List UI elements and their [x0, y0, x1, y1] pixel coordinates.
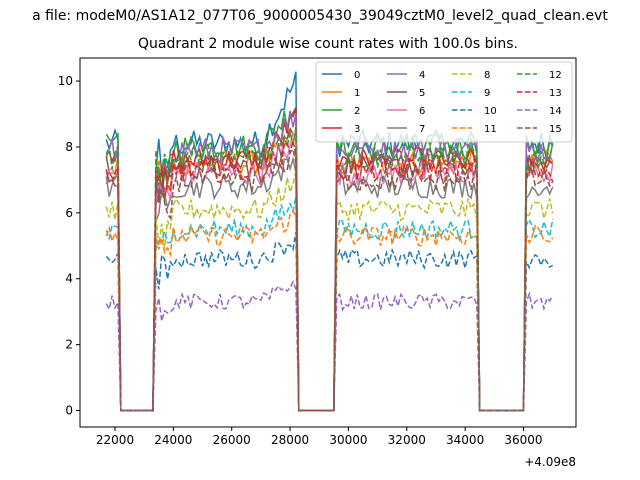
legend-label-7: 7 — [419, 124, 425, 135]
series-line-10 — [105, 232, 554, 412]
x-offset-label: +4.09e8 — [524, 455, 576, 469]
legend-label-15: 15 — [549, 124, 562, 135]
series-line-6 — [105, 131, 554, 412]
y-tick-label: 4 — [65, 272, 73, 286]
y-tick-label: 2 — [65, 338, 73, 352]
legend-label-5: 5 — [419, 88, 425, 99]
series-line-15 — [105, 147, 554, 412]
legend-label-4: 4 — [419, 70, 425, 81]
x-tick-label: 30000 — [329, 433, 367, 447]
figure-suptitle: a file: modeM0/AS1A12_077T06_9000005430_… — [32, 8, 608, 24]
legend-label-1: 1 — [354, 88, 360, 99]
legend-label-13: 13 — [549, 88, 562, 99]
x-tick-label: 34000 — [446, 433, 484, 447]
x-tick-label: 32000 — [388, 433, 426, 447]
series-line-14 — [105, 280, 554, 412]
series-line-13 — [105, 140, 554, 412]
plot-frame — [79, 57, 577, 428]
x-tick-label: 26000 — [213, 433, 251, 447]
series-line-7 — [105, 156, 554, 412]
legend-label-14: 14 — [549, 106, 562, 117]
legend-label-0: 0 — [354, 70, 360, 81]
series-line-8 — [105, 171, 554, 412]
legend-box — [315, 61, 573, 143]
legend-label-3: 3 — [354, 124, 360, 135]
x-tick-label: 28000 — [271, 433, 309, 447]
legend-label-6: 6 — [419, 106, 425, 117]
x-tick-label: 36000 — [504, 433, 542, 447]
legend-label-2: 2 — [354, 106, 360, 117]
legend-label-10: 10 — [484, 106, 497, 117]
legend-label-8: 8 — [484, 70, 490, 81]
legend-label-12: 12 — [549, 70, 562, 81]
legend-label-9: 9 — [484, 88, 490, 99]
series-line-11 — [105, 210, 554, 412]
series-line-3 — [106, 107, 554, 412]
series-lines — [105, 71, 554, 412]
y-tick-label: 0 — [65, 404, 73, 418]
x-tick-label: 24000 — [154, 433, 192, 447]
legend-label-11: 11 — [484, 124, 497, 135]
y-tick-label: 6 — [65, 206, 73, 220]
y-tick-label: 8 — [65, 140, 73, 154]
y-axis: 0 2 4 6 8 10 — [58, 74, 80, 418]
x-tick-label: 22000 — [96, 433, 134, 447]
x-axis: 22000 24000 26000 28000 30000 32000 34000 36000 — [96, 427, 543, 447]
chart-title: Quadrant 2 module wise count rates with … — [138, 36, 518, 52]
y-tick-label: 10 — [58, 74, 73, 88]
